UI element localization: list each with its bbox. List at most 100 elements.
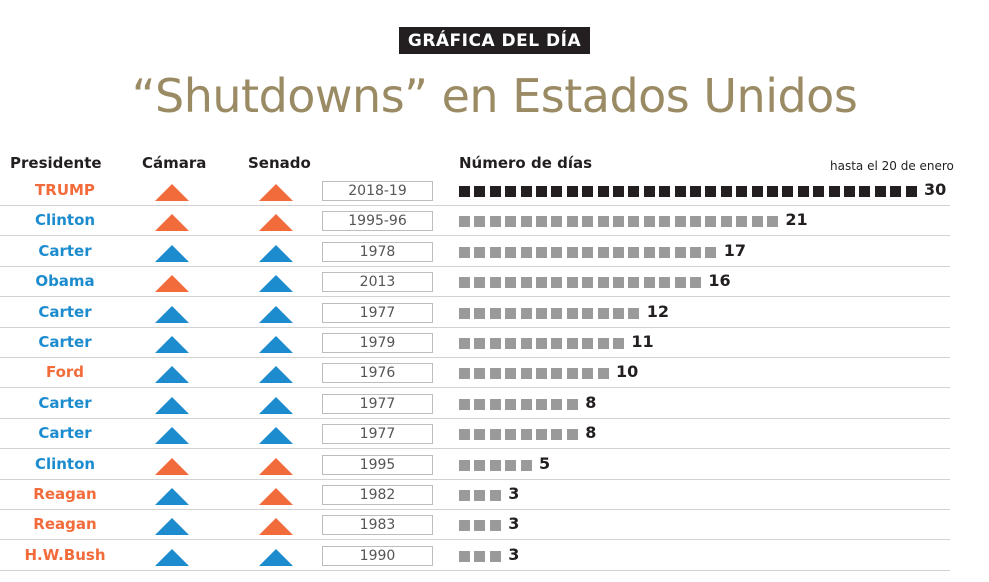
day-unit <box>520 216 532 228</box>
day-unit <box>520 277 532 289</box>
senate-control-triangle-icon <box>259 305 293 323</box>
table-row: Ford 1976 10 <box>0 358 950 389</box>
day-unit <box>613 338 624 349</box>
day-unit <box>551 429 563 441</box>
days-value-label: 30 <box>924 180 947 199</box>
day-unit <box>613 277 624 289</box>
day-unit <box>566 246 578 258</box>
president-name: Clinton <box>34 211 96 230</box>
shutdown-year: 1976 <box>322 363 433 384</box>
column-header-days: Número de días <box>459 154 593 172</box>
day-unit <box>551 216 563 228</box>
day-unit <box>628 246 640 258</box>
day-unit <box>505 307 517 319</box>
day-unit <box>628 277 640 289</box>
day-unit <box>459 459 470 471</box>
day-unit <box>551 246 563 258</box>
day-unit <box>489 459 501 471</box>
day-unit <box>751 186 763 197</box>
president-name: H.W.Bush <box>24 545 106 564</box>
column-header-senate: Senado <box>248 154 311 172</box>
day-unit <box>536 246 547 258</box>
day-unit <box>613 246 624 258</box>
day-unit <box>459 186 470 197</box>
president-name: Reagan <box>33 515 97 534</box>
table-row: H.W.Bush 1990 3 <box>0 541 950 571</box>
senate-control-triangle-icon <box>259 457 293 475</box>
day-unit <box>474 277 486 289</box>
day-unit <box>459 490 470 501</box>
day-unit <box>551 307 563 319</box>
day-unit <box>582 186 594 197</box>
days-value-label: 12 <box>646 301 670 321</box>
section-kicker: GRÁFICA DEL DÍA <box>398 27 591 54</box>
day-unit <box>520 186 532 197</box>
day-unit <box>459 429 470 441</box>
senate-control-triangle-icon <box>259 548 293 566</box>
president-name: Obama <box>35 272 95 291</box>
day-unit <box>566 398 578 410</box>
day-unit <box>520 307 532 319</box>
day-unit <box>690 277 701 289</box>
day-unit <box>767 186 778 197</box>
day-unit <box>736 216 748 228</box>
day-unit <box>566 307 578 319</box>
table-row: Carter 1978 17 <box>0 237 950 267</box>
day-unit <box>459 246 470 258</box>
day-unit <box>613 307 624 319</box>
days-value-label: 11 <box>631 332 654 351</box>
day-unit <box>489 186 501 197</box>
days-value-label: 3 <box>508 514 520 534</box>
day-unit <box>767 216 778 228</box>
day-unit <box>474 307 486 319</box>
day-unit <box>674 216 686 228</box>
senate-control-triangle-icon <box>259 244 293 262</box>
day-unit <box>643 216 655 228</box>
senate-control-triangle-icon <box>259 427 293 445</box>
day-unit <box>705 186 717 197</box>
day-unit <box>797 186 809 197</box>
day-unit <box>674 277 686 289</box>
day-unit <box>489 216 501 228</box>
senate-control-triangle-icon <box>259 396 293 414</box>
shutdown-year: 1990 <box>322 545 433 566</box>
day-unit <box>566 216 578 228</box>
shutdown-year: 1977 <box>322 302 433 323</box>
table-row: Clinton 1995-96 21 <box>0 206 950 237</box>
senate-control-triangle-icon <box>259 214 293 232</box>
day-unit <box>459 398 470 410</box>
day-unit <box>566 368 578 380</box>
day-unit <box>474 186 486 197</box>
day-unit <box>582 307 594 319</box>
day-unit <box>659 186 671 197</box>
day-unit <box>505 398 517 410</box>
day-unit <box>505 368 517 380</box>
day-unit <box>705 216 717 228</box>
day-unit <box>674 246 686 258</box>
day-unit <box>720 186 732 197</box>
day-unit <box>489 246 501 258</box>
day-unit <box>489 398 501 410</box>
day-unit <box>659 216 671 228</box>
day-unit <box>566 429 578 441</box>
senate-control-triangle-icon <box>259 518 293 536</box>
day-unit <box>505 277 517 289</box>
day-unit <box>551 368 563 380</box>
day-unit <box>459 550 470 562</box>
table-row: Reagan 1983 3 <box>0 510 950 541</box>
column-header-house: Cámara <box>142 154 207 172</box>
table-row: Carter 1977 12 <box>0 298 950 328</box>
day-unit <box>659 277 671 289</box>
day-unit <box>520 368 532 380</box>
day-unit <box>597 338 609 349</box>
house-control-triangle-icon <box>155 336 189 353</box>
day-unit <box>690 186 701 197</box>
house-control-triangle-icon <box>155 427 189 445</box>
day-unit <box>505 459 517 471</box>
day-unit <box>489 338 501 349</box>
house-control-triangle-icon <box>155 184 189 201</box>
house-control-triangle-icon <box>155 366 189 384</box>
house-control-triangle-icon <box>155 488 189 505</box>
day-unit <box>551 398 563 410</box>
house-control-triangle-icon <box>155 518 189 536</box>
